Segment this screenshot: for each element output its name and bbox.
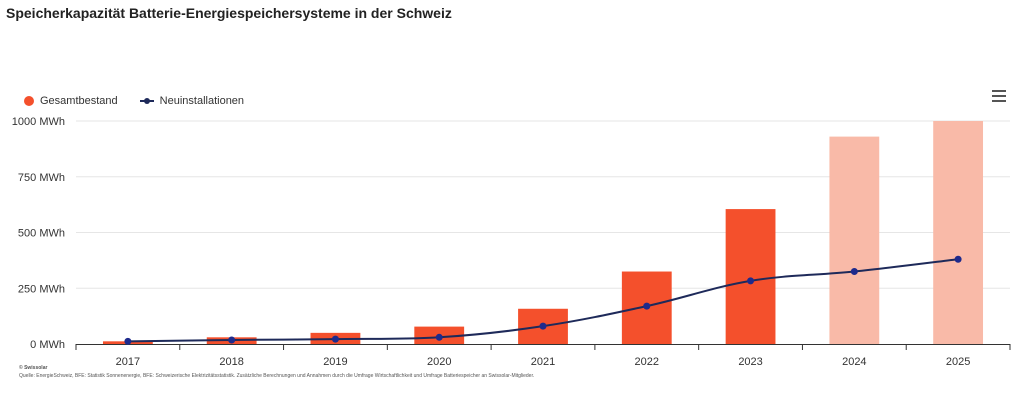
- point-neuinstallationen-2024: [850, 268, 858, 276]
- credits-copyright: © Swissolar: [19, 365, 48, 371]
- hamburger-menu-icon[interactable]: [992, 90, 1006, 102]
- circle-marker-icon: [24, 96, 34, 106]
- x-tick-label: 2019: [323, 356, 347, 368]
- x-tick-label: 2018: [219, 356, 243, 368]
- point-neuinstallationen-2018: [228, 336, 236, 344]
- x-tick-label: 2021: [531, 356, 555, 368]
- legend-item-gesamtbestand[interactable]: Gesamtbestand: [24, 95, 118, 107]
- bar-gesamtbestand-2025: [933, 121, 984, 344]
- credits-source: Quelle: EnergieSchweiz, BFE: Statistik S…: [19, 373, 535, 379]
- line-marker-icon: [139, 96, 154, 106]
- point-neuinstallationen-2022: [643, 302, 651, 310]
- point-neuinstallationen-2017: [124, 337, 132, 345]
- point-neuinstallationen-2021: [539, 322, 547, 330]
- x-tick-label: 2025: [946, 356, 970, 368]
- y-tick-label: 1000 MWh: [12, 116, 65, 128]
- point-neuinstallationen-2019: [331, 335, 339, 343]
- y-tick-label: 0 MWh: [30, 339, 65, 351]
- y-tick-label: 500 MWh: [18, 228, 65, 240]
- bar-gesamtbestand-2024: [829, 136, 880, 344]
- x-tick-label: 2023: [738, 356, 762, 368]
- chart-legend: Gesamtbestand Neuinstallationen: [24, 95, 244, 107]
- legend-label-neuinstallationen: Neuinstallationen: [159, 95, 245, 107]
- legend-item-neuinstallationen[interactable]: Neuinstallationen: [139, 95, 245, 107]
- point-neuinstallationen-2020: [435, 333, 443, 341]
- y-tick-label: 750 MWh: [18, 172, 65, 184]
- x-tick-label: 2017: [116, 356, 140, 368]
- point-neuinstallationen-2025: [954, 255, 962, 263]
- point-neuinstallationen-2023: [747, 277, 755, 285]
- legend-label-gesamtbestand: Gesamtbestand: [40, 95, 118, 107]
- chart-credits: © Swissolar Quelle: EnergieSchweiz, BFE:…: [19, 364, 534, 380]
- x-tick-label: 2020: [427, 356, 451, 368]
- chart-title: Speicherkapazität Batterie-Energiespeich…: [6, 5, 452, 21]
- x-tick-label: 2024: [842, 356, 866, 368]
- y-tick-label: 250 MWh: [18, 283, 65, 295]
- x-tick-label: 2022: [635, 356, 659, 368]
- bar-gesamtbestand-2023: [725, 209, 776, 344]
